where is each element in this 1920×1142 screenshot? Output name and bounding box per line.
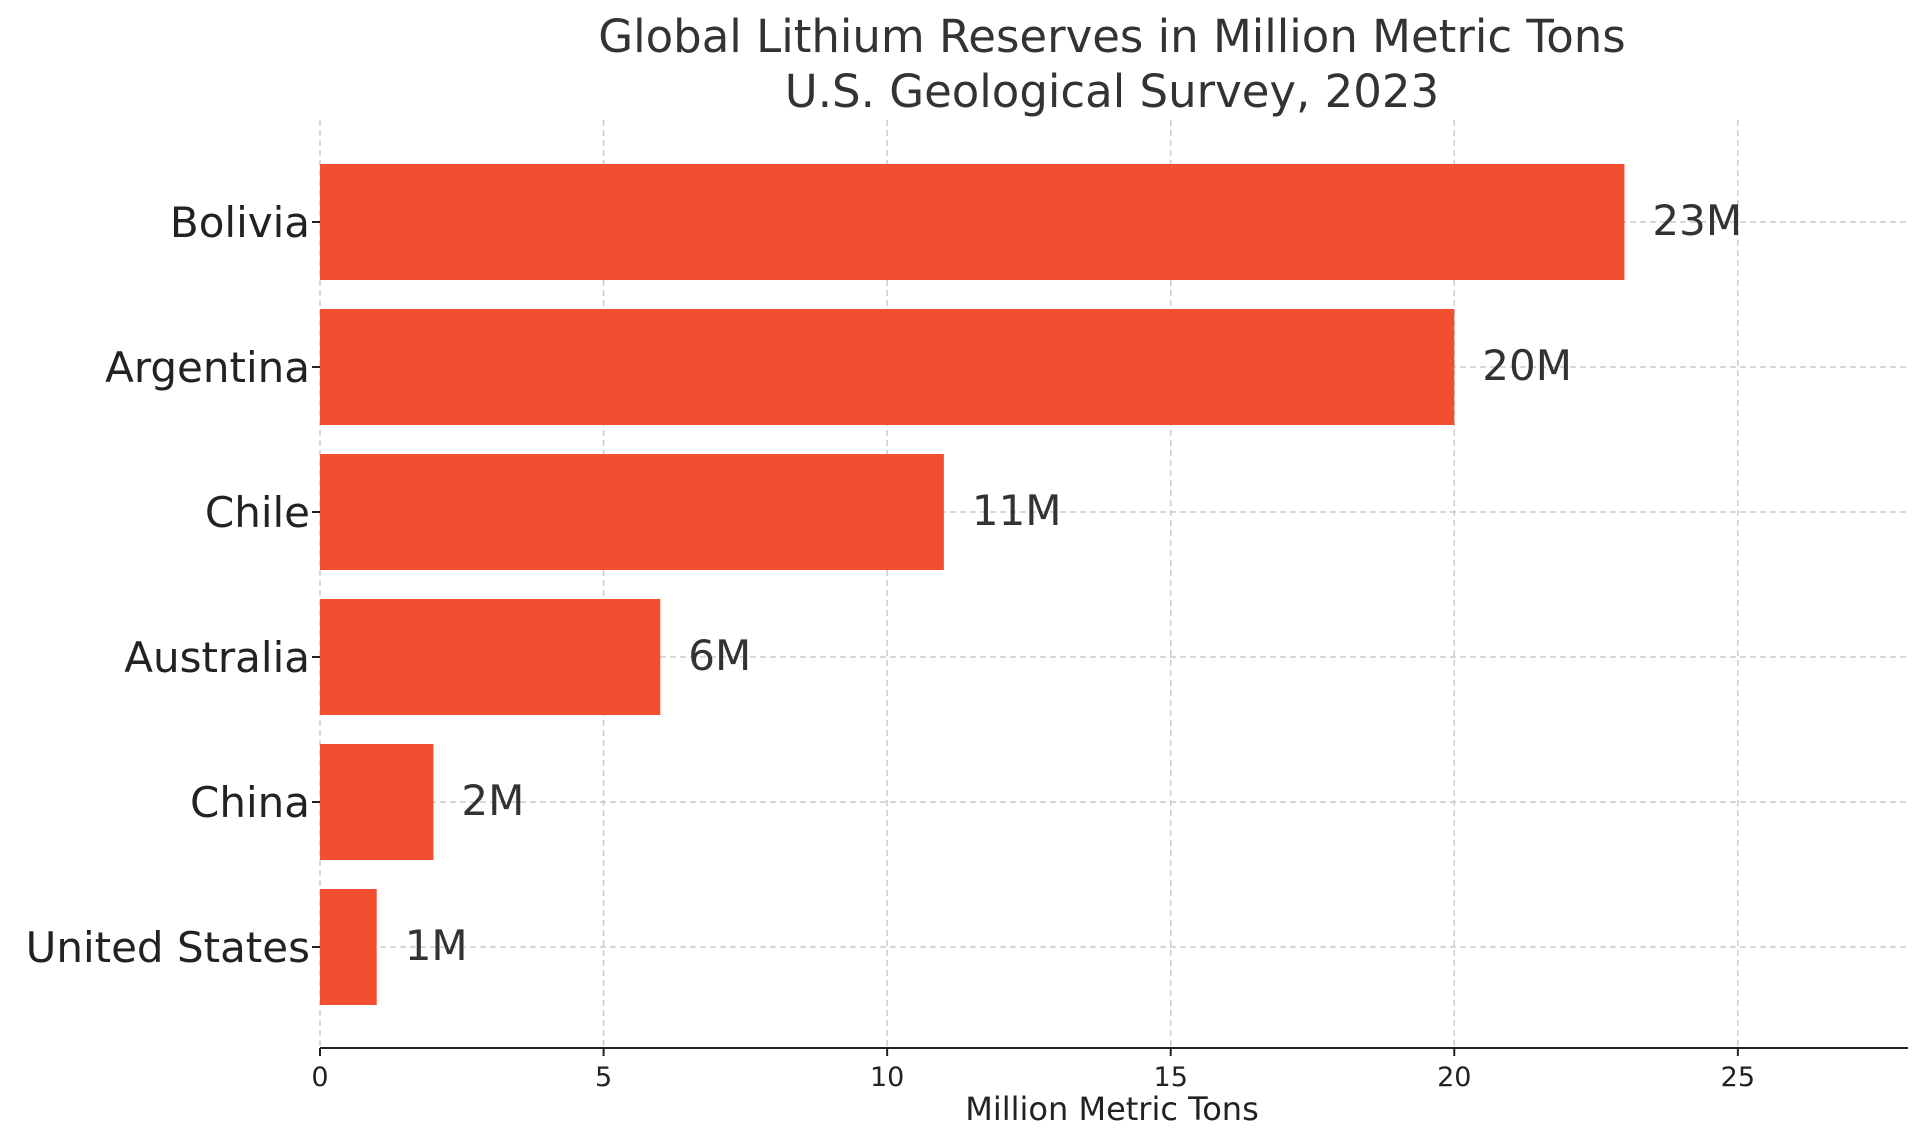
x-tick-label: 15 <box>1154 1062 1188 1093</box>
category-label: Bolivia <box>170 198 310 247</box>
bar <box>320 599 661 715</box>
x-axis-title: Million Metric Tons <box>965 1090 1259 1128</box>
bar <box>320 889 377 1005</box>
bar <box>320 309 1455 425</box>
label-layer: Bolivia 23M Argentina 20M Chile 11M Australia 6… <box>26 196 1743 972</box>
axis-layer: 0 5 10 15 20 25 <box>311 221 1908 1093</box>
data-label: 1M <box>405 921 468 970</box>
category-label: Chile <box>205 488 310 537</box>
category-label: Argentina <box>105 343 310 392</box>
chart-subtitle: U.S. Geological Survey, 2023 <box>785 65 1439 118</box>
x-tick-label: 20 <box>1437 1062 1471 1093</box>
data-label: 20M <box>1482 341 1572 390</box>
chart-title: Global Lithium Reserves in Million Metri… <box>598 10 1625 63</box>
data-label: 6M <box>688 631 751 680</box>
x-tick-label: 5 <box>595 1062 612 1093</box>
data-label: 2M <box>461 776 524 825</box>
data-label: 11M <box>972 486 1062 535</box>
bar <box>320 744 434 860</box>
data-label: 23M <box>1652 196 1742 245</box>
category-label: United States <box>26 923 310 972</box>
category-label: Australia <box>124 633 310 682</box>
x-tick-label: 10 <box>870 1062 904 1093</box>
x-tick-label: 0 <box>311 1062 328 1093</box>
bar-layer <box>320 164 1625 1005</box>
x-tick-label: 25 <box>1721 1062 1755 1093</box>
bar <box>320 454 944 570</box>
category-label: China <box>190 778 310 827</box>
bar <box>320 164 1625 280</box>
